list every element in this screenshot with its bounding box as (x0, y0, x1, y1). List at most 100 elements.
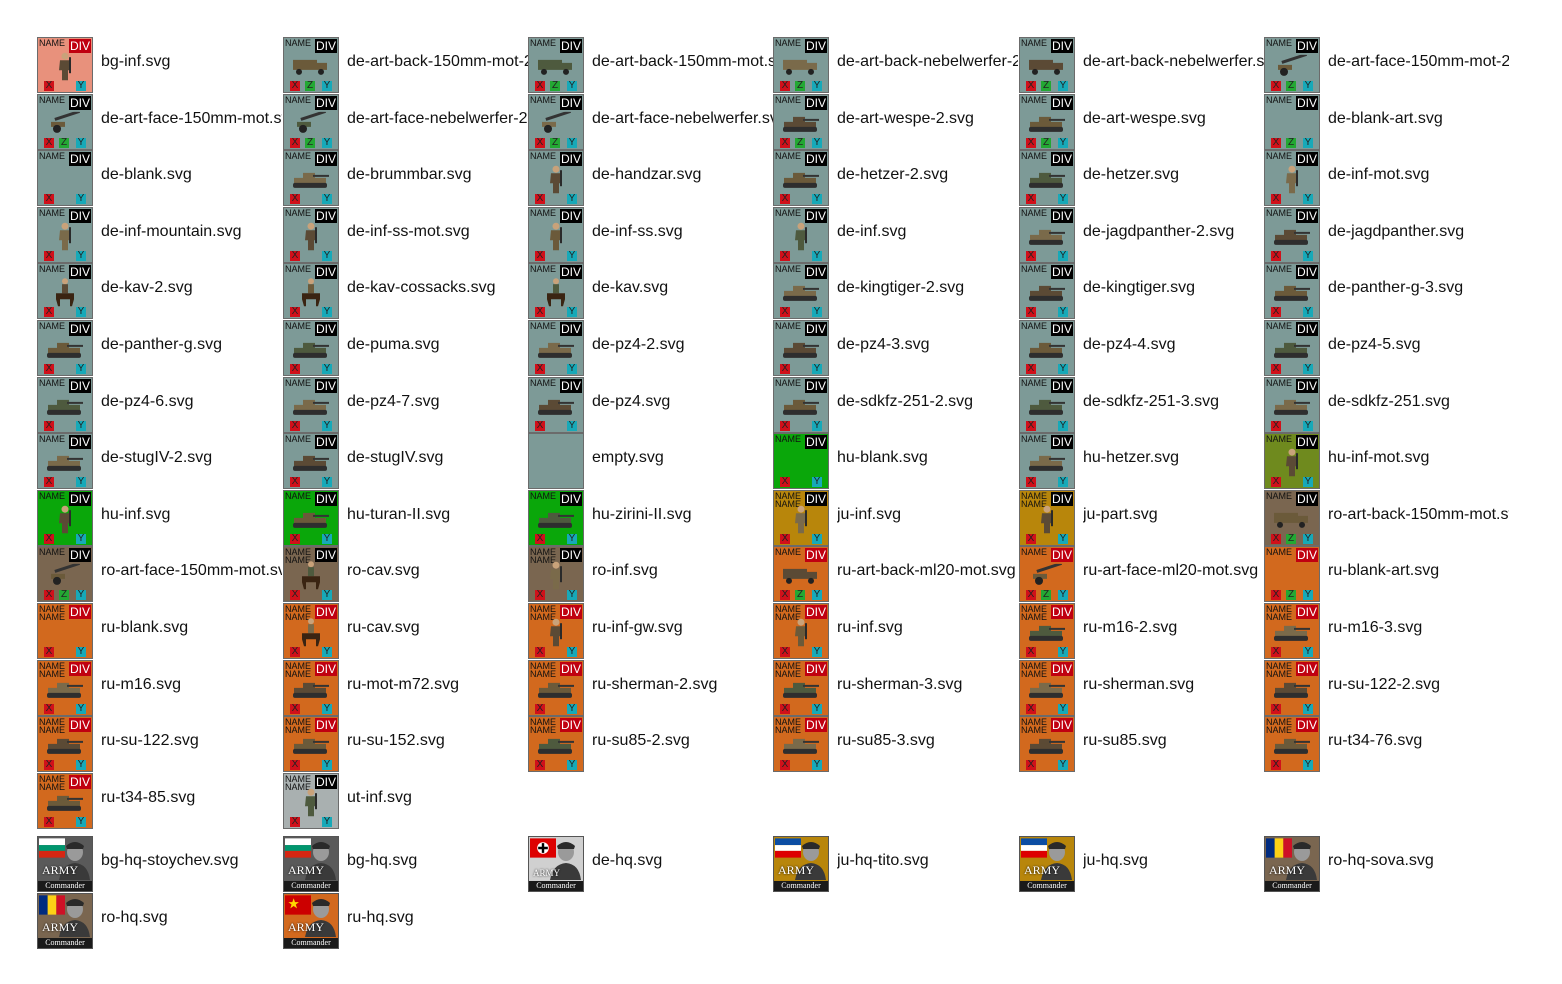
hq-asset-item[interactable]: ARMY Commander ro-hq-sova.svg (1264, 836, 1509, 893)
hq-asset-item[interactable]: ARMY Commander ru-hq.svg (283, 892, 528, 950)
div-badge: DIV (1296, 39, 1318, 53)
div-badge: DIV (69, 321, 91, 336)
name-field-label: NAME (39, 265, 65, 274)
counter-thumbnail: NAME NAME DIV X Y (37, 716, 93, 773)
hq-asset-item[interactable]: ARMY Commander ju-hq-tito.svg (773, 836, 1018, 893)
name-text: NAME (1266, 490, 1293, 501)
file-name-label: hu-turan-II.svg (347, 505, 451, 523)
hq-asset-item[interactable]: ARMY Commander ro-hq.svg (37, 892, 282, 950)
hq-asset-item[interactable]: ARMY Commander ju-hq.svg (1019, 836, 1264, 893)
tank-icon (47, 342, 83, 358)
counter-thumbnail: NAME NAME DIV X Y (528, 716, 584, 773)
tank-icon (783, 286, 819, 302)
y-box: Y (322, 476, 332, 488)
hq-asset-item[interactable]: ARMY Commander bg-hq.svg (283, 836, 528, 893)
x-box: X (290, 476, 300, 488)
asset-item[interactable]: empty.svg (528, 433, 773, 490)
hq-asset-item[interactable]: ARMY Commander de-hq.svg (528, 836, 773, 893)
hq-asset-item[interactable]: ARMY Commander bg-hq-stoychev.svg (37, 836, 282, 893)
commander-portrait-icon (305, 898, 336, 937)
